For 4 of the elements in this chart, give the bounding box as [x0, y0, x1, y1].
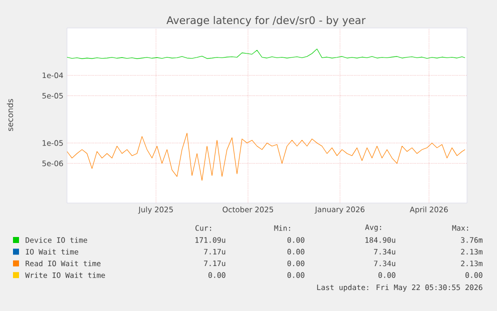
- line-series: [67, 132, 466, 181]
- y-axis-title: seconds: [6, 99, 14, 131]
- chart-title: Average latency for /dev/sr0 - by year: [166, 16, 366, 26]
- line-series: [67, 48, 466, 59]
